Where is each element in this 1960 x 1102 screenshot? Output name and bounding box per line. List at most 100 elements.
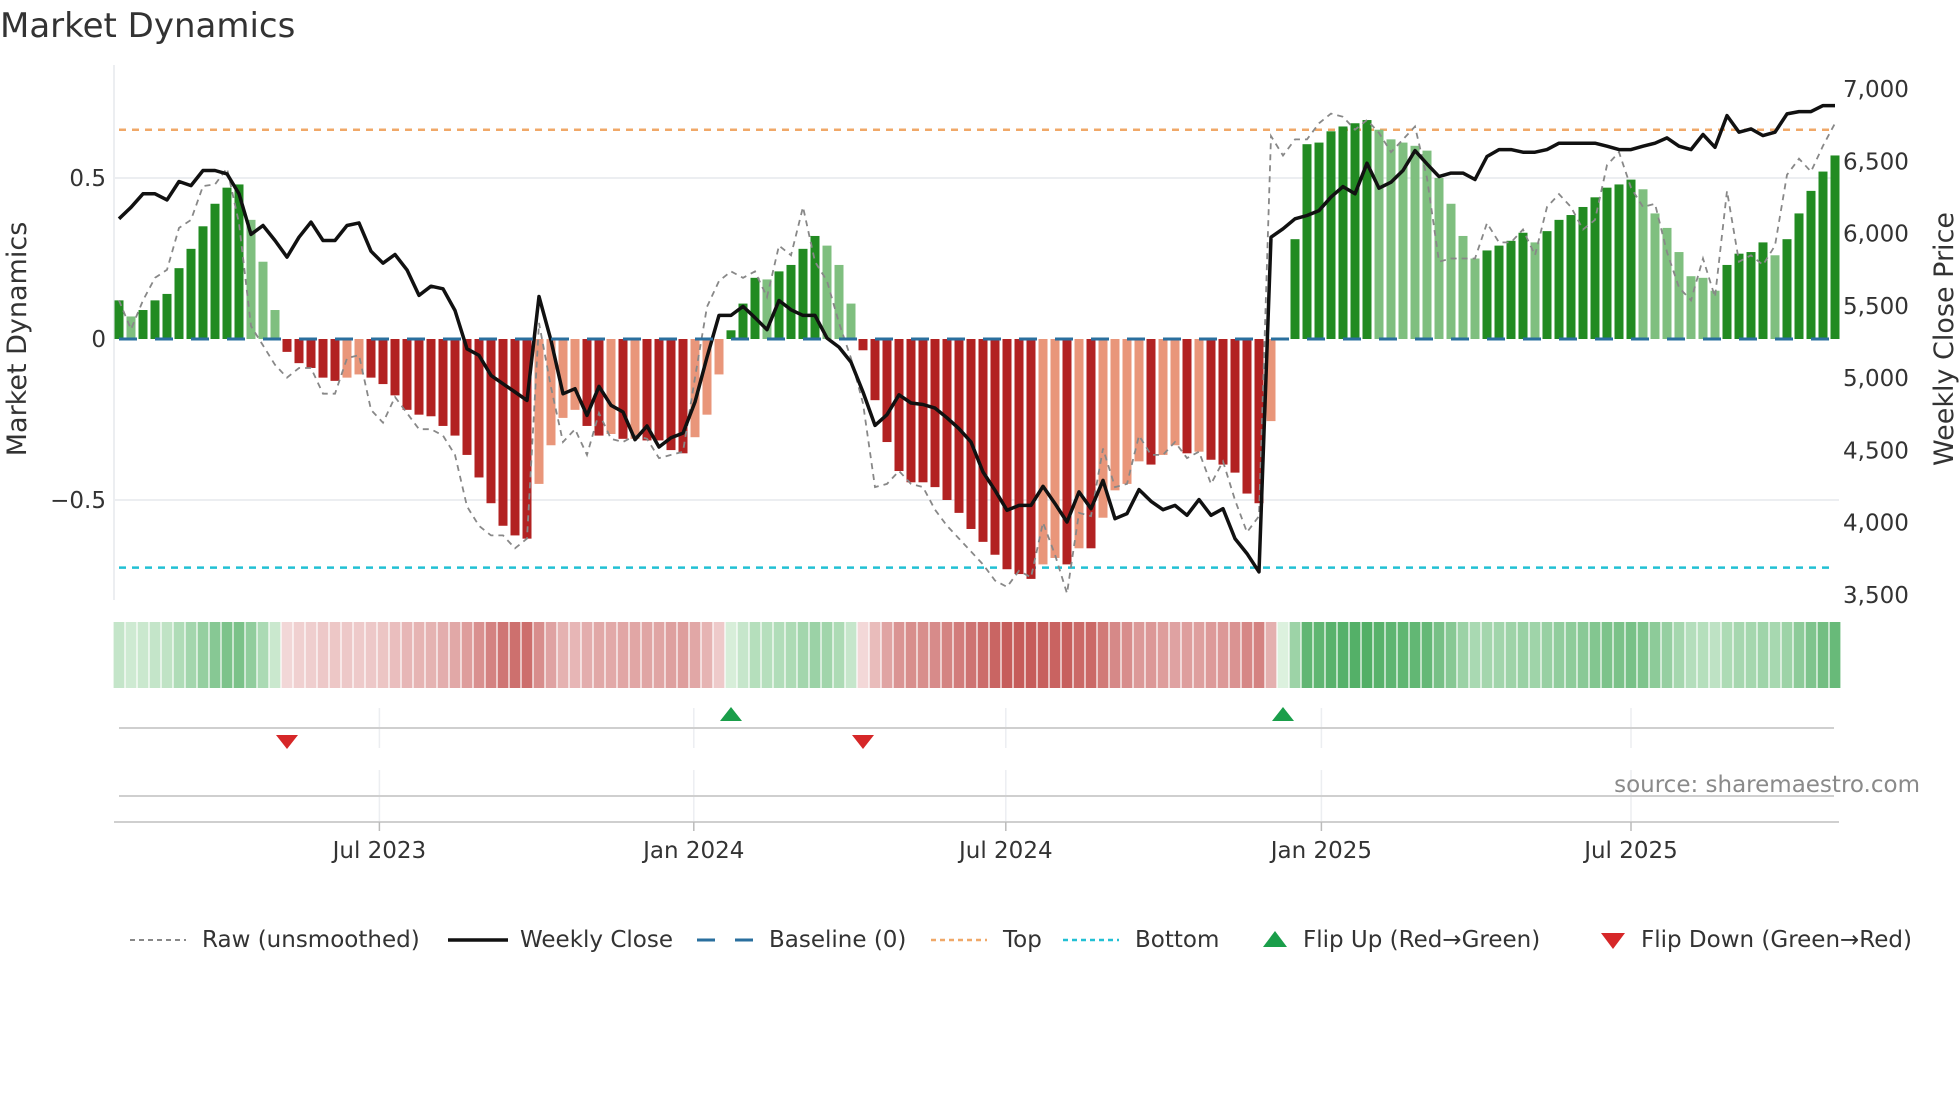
bar [1674,252,1684,339]
bar [1398,142,1408,339]
bar [1554,219,1564,339]
heat-cell [881,622,893,688]
bar [1794,213,1804,339]
bar [1518,232,1528,339]
heat-cell [509,622,521,688]
heat-cell [545,622,557,688]
heat-cell [1481,622,1493,688]
heat-cell [701,622,713,688]
heat-cell [953,622,965,688]
bar [630,339,640,439]
bar [702,339,712,415]
legend-swatch-bottom-icon [1063,938,1119,942]
bar [642,339,652,441]
bar [870,339,880,401]
bar [714,339,724,375]
heat-cell [317,622,329,688]
bar [894,339,904,472]
heat-cell [1505,622,1517,688]
heat-cell [1709,622,1721,688]
bar [354,339,364,375]
bar [1218,339,1228,465]
bar [1182,339,1192,454]
heat-cell [821,622,833,688]
heat-cell [737,622,749,688]
heat-cell [1589,622,1601,688]
heat-cell [1001,622,1013,688]
heat-cell [761,622,773,688]
bar [726,330,736,339]
bar [606,339,616,434]
heat-cell [857,622,869,688]
bar [1602,187,1612,339]
bar [282,339,292,352]
heat-cell [689,622,701,688]
flip-up-marker [720,707,742,721]
bar [906,339,916,483]
heat-cell [209,622,221,688]
heat-cell [1277,622,1289,688]
bar [1362,120,1372,339]
heat-cell [533,622,545,688]
flip-panel [114,707,1839,823]
heat-cell [1577,622,1589,688]
right-tick-label: 4,500 [1843,438,1909,464]
bar [1626,179,1636,339]
bar [1770,255,1780,339]
legend-label: Flip Up (Red→Green) [1303,927,1541,953]
left-tick-label: −0.5 [50,488,106,514]
bar [318,339,328,378]
heat-cell [1193,622,1205,688]
bar [990,339,1000,555]
heat-cell [173,622,185,688]
bar [738,303,748,339]
heat-cell [449,622,461,688]
legend-item-flip-up: Flip Up (Red→Green) [1259,922,1540,958]
bar [1590,197,1600,339]
heat-cell [1421,622,1433,688]
bar [1458,235,1468,339]
heat-cell [629,622,641,688]
bar [1014,339,1024,575]
heat-cell [665,622,677,688]
bar [762,279,772,339]
series-lines [117,103,1836,594]
raw-line [118,112,1836,594]
bar [414,339,424,415]
bar [1230,339,1240,473]
bar [486,339,496,504]
bar [1194,339,1204,452]
bar [222,187,232,339]
grid-lines [113,65,1839,600]
heat-cell [1829,622,1841,688]
bar [522,339,532,539]
heat-cell [1553,622,1565,688]
legend: Raw (unsmoothed) Weekly Close Baseline (0)… [0,922,1960,962]
bar [534,339,544,484]
bar [162,293,172,339]
bar [798,248,808,339]
heat-cell [329,622,341,688]
heat-cell [569,622,581,688]
heat-cell [113,622,125,688]
bar [1338,126,1348,339]
legend-swatch-baseline-icon [697,938,753,942]
bar [882,339,892,443]
bar [1818,171,1828,339]
bar [378,339,388,385]
weekly-close-line [117,103,1835,574]
heat-cell [617,622,629,688]
bar [246,219,256,339]
heat-cell [1469,622,1481,688]
heat-cell [1625,622,1637,688]
x-tick-label: Jan 2024 [641,838,744,864]
source-credit: source: sharemaestro.com [1614,772,1920,798]
heat-cell [1757,622,1769,688]
heat-cell [1433,622,1445,688]
bar [462,339,472,455]
bar [1506,240,1516,339]
bar [954,339,964,513]
bar [1830,155,1840,339]
x-tick-label: Jul 2023 [331,838,427,864]
reference-lines [119,128,1834,569]
